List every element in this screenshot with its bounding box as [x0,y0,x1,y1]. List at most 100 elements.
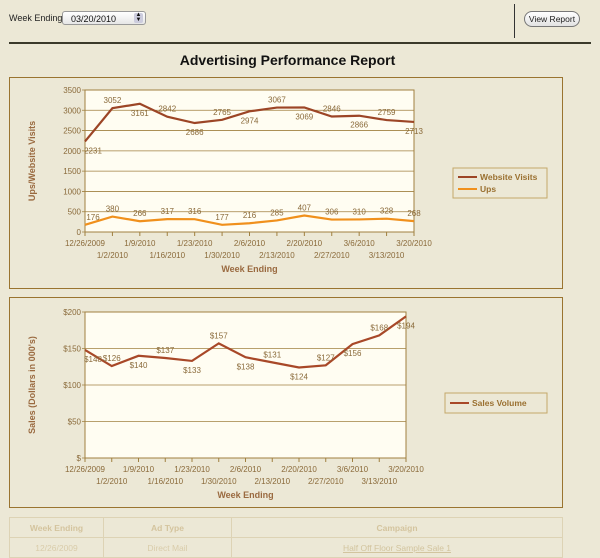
x-tick-label: 3/13/2010 [369,251,405,260]
x-tick-label: 3/6/2010 [344,239,376,248]
x-tick-label: 1/30/2010 [204,251,240,260]
x-tick-label: 1/23/2010 [177,239,213,248]
data-label: 2686 [186,128,204,137]
x-axis-title: Week Ending [217,490,273,500]
x-tick-label: 2/20/2010 [281,465,317,474]
legend [452,167,548,199]
data-label: 380 [106,205,120,214]
campaign-table: Week Ending Ad Type Campaign 12/26/2009 … [9,517,563,558]
data-label: $168 [370,323,388,332]
data-label: 266 [133,209,147,218]
data-label: 2713 [405,127,423,136]
divider [9,42,591,44]
y-tick-label: 1000 [63,187,81,196]
x-tick-label: 2/20/2010 [287,239,323,248]
y-tick-label: 3500 [63,86,81,95]
toolbar: Week Ending 03/20/2010 ▲ ▼ View Report [0,0,600,42]
legend [444,392,548,414]
x-tick-label: 2/13/2010 [259,251,295,260]
week-ending-label: Week Ending [9,13,63,23]
y-tick-label: $150 [63,345,81,354]
y-tick-label: $ [77,454,82,463]
y-axis-title: Sales (Dollars in 000's) [27,336,37,434]
data-label: 2765 [213,108,231,117]
column-header-ad-type[interactable]: Ad Type [103,517,232,538]
y-tick-label: 2500 [63,127,81,136]
plot-area [84,89,415,233]
data-label: 2231 [84,146,102,155]
x-tick-label: 1/2/2010 [97,251,129,260]
data-label: 268 [407,209,421,218]
data-label: 177 [215,213,229,222]
campaign-link[interactable]: Half Off Floor Sample Sale 1 [342,542,452,553]
x-tick-label: 2/6/2010 [230,465,262,474]
x-tick-label: 3/13/2010 [361,477,397,486]
view-report-button[interactable]: View Report [524,11,580,27]
data-label: 3052 [104,96,122,105]
x-tick-label: 2/13/2010 [254,477,290,486]
x-tick-label: 1/16/2010 [147,477,183,486]
data-label: 317 [161,207,175,216]
data-label: 176 [86,213,100,222]
x-tick-label: 3/20/2010 [388,465,424,474]
data-label: 2759 [378,108,396,117]
column-header-campaign[interactable]: Campaign [231,517,563,538]
y-tick-label: $50 [68,418,82,427]
stepper-arrows-icon: ▲ ▼ [134,12,143,23]
cell-ad-type: Direct Mail [103,537,232,558]
data-label: 3069 [295,112,313,121]
data-label: $131 [263,350,281,359]
traffic-chart-panel: 0 500 1000 1500 2000 2500 3000 3500 12/26/2009 1/… [9,77,563,289]
x-tick-label: 1/2/2010 [96,477,128,486]
data-label: $194 [397,321,415,330]
traffic-chart: 0 500 1000 1500 2000 2500 3000 3500 12/26/2009 1/… [27,86,548,274]
data-label: $137 [156,346,174,355]
x-tick-label: 1/30/2010 [201,477,237,486]
x-tick-label: 2/27/2010 [308,477,344,486]
data-label: 2866 [350,121,368,130]
data-label: $127 [317,353,335,362]
data-label: 310 [352,207,366,216]
x-tick-label: 1/9/2010 [124,239,156,248]
divider [514,4,515,38]
y-axis-title: Ups/Website Visits [27,121,37,201]
x-tick-label: 1/23/2010 [174,465,210,474]
data-label: $148 [84,355,102,364]
data-label: 3161 [131,109,149,118]
page-title: Advertising Performance Report [179,52,396,68]
legend-label: Ups [480,184,496,194]
column-header-week[interactable]: Week Ending [9,517,104,538]
data-label: 407 [298,203,312,212]
data-label: 306 [325,208,339,217]
data-label: 2842 [158,105,176,114]
cell-week: 12/26/2009 [9,537,104,558]
series-line [84,214,415,226]
x-tick-label: 12/26/2009 [65,465,106,474]
data-label: $140 [130,361,148,370]
x-tick-label: 3/20/2010 [396,239,432,248]
y-tick-label: 2000 [63,147,81,156]
series-line [84,102,415,143]
data-label: $124 [290,372,308,381]
x-axis-title: Week Ending [221,264,277,274]
x-tick-label: 3/6/2010 [337,465,369,474]
sales-chart: $ $50 $100 $150 $200 12/26/2009 1/2/2010 1/9/20… [27,308,548,500]
data-label: $133 [183,366,201,375]
data-label: 3067 [268,96,286,105]
data-label: 2974 [241,116,259,125]
data-label: $126 [103,354,121,363]
x-tick-label: 2/27/2010 [314,251,350,260]
table-row: 12/26/2009 Direct Mail Half Off Floor Sa… [9,537,563,558]
y-tick-label: 1500 [63,167,81,176]
legend-label: Website Visits [480,172,538,182]
data-label: 328 [380,207,394,216]
y-tick-label: $100 [63,381,81,390]
y-tick-label: $200 [63,308,81,317]
data-label: $157 [210,331,228,340]
data-label: 2846 [323,105,341,114]
week-ending-select[interactable]: 03/20/2010 ▲ ▼ [62,11,146,25]
y-tick-label: 3000 [63,106,81,115]
data-label: 216 [243,211,257,220]
x-tick-label: 1/16/2010 [149,251,185,260]
sales-chart-panel: $ $50 $100 $150 $200 12/26/2009 1/2/2010 1/9/20… [9,297,563,508]
